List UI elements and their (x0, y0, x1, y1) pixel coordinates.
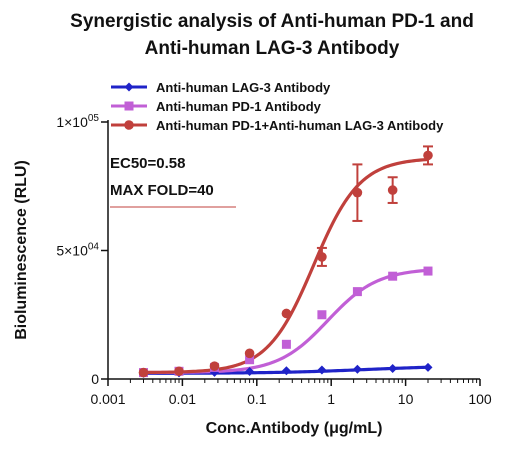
x-tick-label: 1 (327, 391, 335, 407)
data-point (423, 362, 433, 372)
data-point (352, 287, 362, 297)
x-tick-label: 10 (398, 391, 414, 407)
annotation-max-fold: MAX FOLD=40 (110, 182, 214, 199)
y-tick-label: 5×1004 (56, 242, 99, 259)
data-point (281, 308, 292, 319)
x-tick-label: 0.01 (169, 391, 196, 407)
legend-label: Anti-human LAG-3 Antibody (156, 80, 331, 95)
x-tick-label: 100 (468, 391, 492, 407)
y-ticks: 0 5×1004 1×1005 (56, 113, 108, 387)
data-point (244, 348, 255, 359)
data-point (209, 361, 220, 371)
data-point (388, 271, 398, 281)
data-point (138, 367, 149, 378)
x-axis-label: Conc.Antibody (μg/mL) (206, 420, 383, 437)
data-point (174, 366, 184, 377)
legend-marker (124, 82, 134, 92)
data-point (245, 355, 255, 365)
data-point (352, 364, 362, 374)
x-ticks: 0.001 0.01 0.1 1 10 100 (90, 379, 492, 407)
legend-marker (124, 120, 134, 130)
data-point (423, 266, 433, 276)
data-point (387, 185, 398, 195)
legend-marker (124, 101, 134, 111)
annotation-ec50: EC50=0.58 (110, 155, 185, 172)
data-point (281, 366, 291, 376)
fit-curve (143, 157, 429, 375)
data-point (317, 252, 327, 262)
data-point (317, 310, 327, 320)
data-point (317, 365, 327, 375)
legend-label: Anti-human PD-1 Antibody (156, 99, 322, 114)
chart-title-line-1: Synergistic analysis of Anti-human PD-1 … (70, 11, 474, 32)
data-point (245, 367, 255, 377)
chart-title-line-2: Anti-human LAG-3 Antibody (145, 38, 400, 59)
legend: Anti-human LAG-3 Antibody Anti-human PD-1… (111, 80, 444, 133)
data-point (388, 363, 398, 373)
data-point (423, 150, 433, 161)
legend-label: Anti-human PD-1+Anti-human LAG-3 Antibod… (156, 118, 444, 133)
x-tick-label: 0.001 (90, 391, 125, 407)
y-axis-label: Bioluminescence (RLU) (13, 160, 30, 340)
data-point (281, 339, 291, 349)
data-point (352, 187, 363, 198)
x-tick-label: 0.1 (247, 391, 267, 407)
axes (107, 120, 480, 380)
error-bars (316, 145, 433, 267)
y-tick-label: 1×1005 (56, 113, 99, 130)
data-points (138, 150, 433, 378)
y-tick-label: 0 (91, 371, 99, 387)
